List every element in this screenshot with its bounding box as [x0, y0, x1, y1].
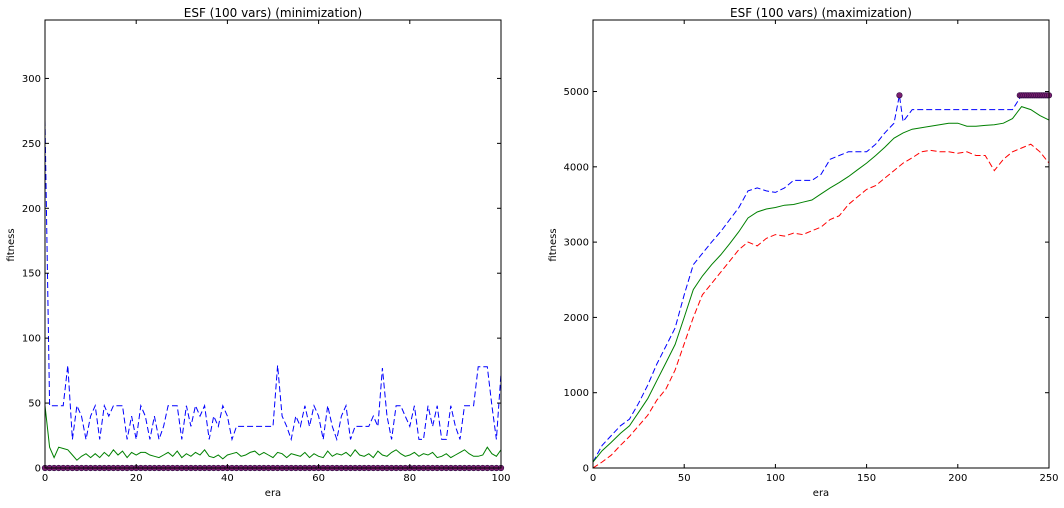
- x-axis-label: era: [265, 488, 281, 499]
- series-group: [593, 94, 1049, 468]
- x-tick-label: 0: [42, 473, 48, 484]
- y-tick-label: 3000: [564, 238, 589, 249]
- x-tick-label: 200: [948, 473, 967, 484]
- x-tick-label: 50: [678, 473, 691, 484]
- y-tick-label: 150: [22, 269, 41, 280]
- series-line-3: [593, 143, 1049, 468]
- y-tick-label: 200: [22, 204, 41, 215]
- x-tick-label: 100: [491, 473, 510, 484]
- y-tick-label: 0: [35, 464, 41, 475]
- x-tick-label: 100: [766, 473, 785, 484]
- x-tick-label: 0: [590, 473, 596, 484]
- y-tick-label: 50: [28, 399, 41, 410]
- series-group: [45, 119, 501, 468]
- chart-title: ESF (100 vars) (minimization): [184, 6, 362, 20]
- x-tick-label: 20: [130, 473, 143, 484]
- x-tick-label: 40: [221, 473, 234, 484]
- x-tick-label: 250: [1039, 473, 1058, 484]
- y-tick-label: 2000: [564, 313, 589, 324]
- plot-frame: [44, 19, 502, 469]
- series-line-2: [45, 405, 501, 461]
- minimization-chart: ESF (100 vars) (minimization) era fitnes…: [6, 6, 511, 499]
- plot-frame: [592, 19, 1050, 469]
- marker-group: [896, 92, 1053, 99]
- series-line-2: [593, 106, 1049, 463]
- series-line-1: [593, 94, 1049, 463]
- y-tick-label: 250: [22, 139, 41, 150]
- x-axis-label: era: [813, 488, 829, 499]
- data-point: [896, 92, 903, 99]
- y-tick-label: 100: [22, 334, 41, 345]
- y-tick-label: 1000: [564, 388, 589, 399]
- y-tick-label: 300: [22, 74, 41, 85]
- y-tick-label: 0: [583, 464, 589, 475]
- chart-title: ESF (100 vars) (maximization): [730, 6, 912, 20]
- x-tick-label: 60: [312, 473, 325, 484]
- plot-area: 0 50 100 150 200 250 0 1000 2000 3000 4000 5000: [564, 19, 1059, 484]
- y-tick-label: 5000: [564, 87, 589, 98]
- y-axis-label: fitness: [6, 228, 17, 261]
- series-line-1: [45, 119, 501, 442]
- x-tick-label: 80: [403, 473, 416, 484]
- plot-area: 0 20 40 60 80 100 0 50 100 150 200 250 300: [22, 19, 511, 484]
- maximization-chart: ESF (100 vars) (maximization) era fitnes…: [548, 6, 1059, 499]
- y-axis-label: fitness: [548, 228, 559, 261]
- x-tick-label: 150: [857, 473, 876, 484]
- y-tick-label: 4000: [564, 162, 589, 173]
